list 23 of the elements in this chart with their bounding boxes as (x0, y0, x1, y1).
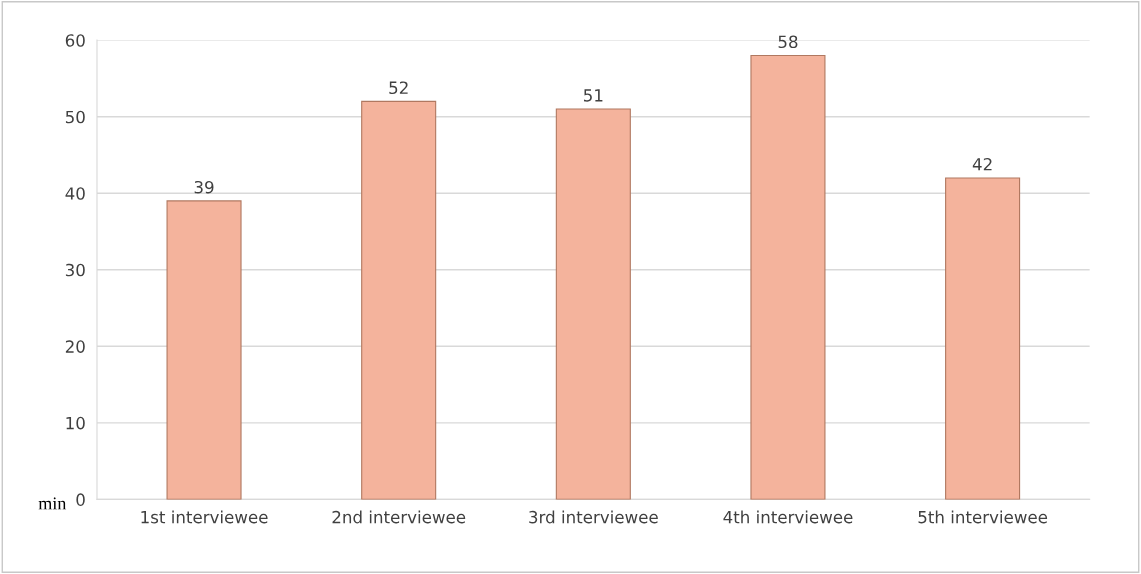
bar (945, 177, 1021, 500)
y-axis-title: min (38, 497, 67, 510)
bar (750, 54, 826, 500)
bar (361, 100, 437, 500)
y-tick-label: 60 (65, 34, 85, 47)
bar (166, 200, 242, 500)
y-tick-label: 20 (65, 340, 85, 353)
data-label: 58 (778, 35, 798, 49)
x-tick-label: 4th interviewee (723, 510, 853, 524)
data-label: 39 (194, 180, 214, 194)
y-tick-label: 30 (65, 263, 85, 277)
bar (555, 108, 631, 500)
x-tick-label: 3rd interviewee (529, 510, 658, 524)
x-tick-label: 1st interviewee (141, 510, 268, 524)
y-tick-label: 10 (66, 416, 85, 430)
data-label: 52 (389, 81, 408, 95)
y-tick-label: 50 (65, 110, 85, 124)
data-label: 51 (584, 89, 603, 102)
y-tick-label: 40 (65, 187, 85, 200)
x-tick-label: 2nd interviewee (332, 510, 466, 524)
data-label: 42 (972, 157, 992, 171)
y-tick-label: 0 (76, 493, 85, 506)
x-tick-label: 5th interviewee (918, 510, 1048, 524)
